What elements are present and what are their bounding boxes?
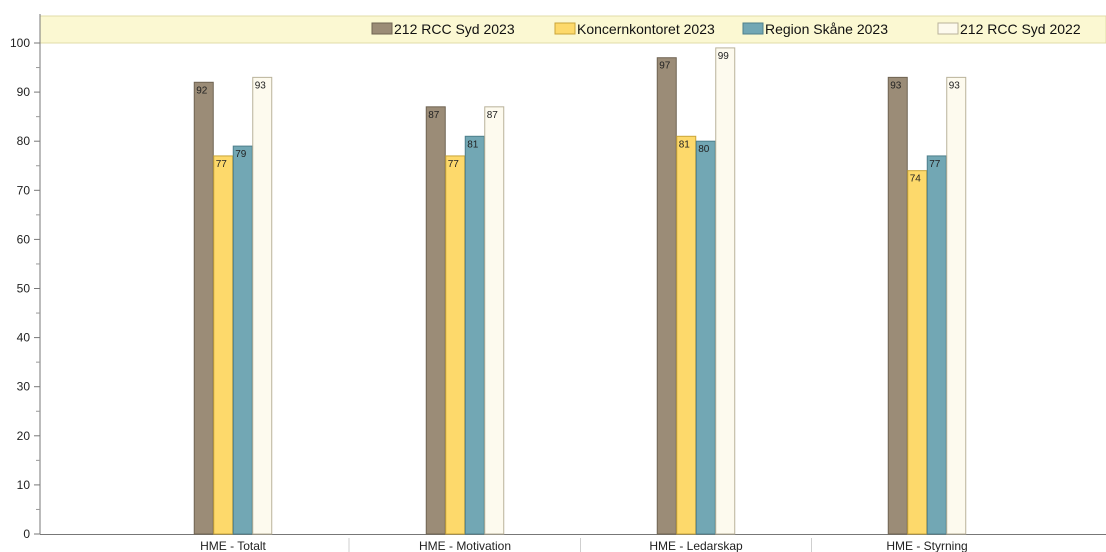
x-tick-label: HME - Totalt	[200, 539, 266, 552]
bar-value-label: 77	[448, 159, 460, 170]
bar-value-label: 93	[949, 80, 961, 91]
bar-4-4	[946, 76, 967, 535]
legend-label-1: 212 RCC Syd 2023	[394, 21, 515, 37]
bar-value-label: 97	[659, 61, 671, 72]
bar-1-1	[193, 81, 214, 535]
bar-4-3	[715, 47, 736, 535]
y-tick-label: 50	[17, 282, 31, 296]
y-tick-label: 70	[17, 183, 31, 197]
bar-2-3	[676, 135, 697, 535]
bar-3-1	[232, 145, 253, 535]
bar-value-label: 87	[428, 110, 440, 121]
legend-swatch-2	[554, 22, 576, 35]
bar-1-3	[656, 57, 677, 535]
bar-2-1	[213, 155, 234, 535]
y-tick-label: 80	[17, 134, 31, 148]
bar-4-1	[252, 76, 273, 535]
legend-label-3: Region Skåne 2023	[765, 21, 888, 37]
bar-1-4	[887, 76, 908, 535]
bar-3-4	[926, 155, 947, 535]
y-tick-label: 0	[23, 527, 30, 541]
bar-3-3	[695, 140, 716, 535]
legend-label-4: 212 RCC Syd 2022	[960, 21, 1081, 37]
y-tick-label: 100	[10, 36, 30, 50]
x-tick-label: HME - Ledarskap	[649, 539, 743, 552]
x-tick-label: HME - Motivation	[419, 539, 511, 552]
bar-value-label: 81	[467, 139, 479, 150]
legend-swatch-3	[742, 22, 764, 35]
bar-1-2	[425, 106, 446, 535]
bar-value-label: 79	[235, 149, 247, 160]
bar-4-2	[484, 106, 505, 535]
bar-value-label: 81	[679, 139, 691, 150]
bar-value-label: 99	[718, 51, 730, 62]
bar-3-2	[464, 135, 485, 535]
bar-value-label: 93	[255, 80, 267, 91]
bar-value-label: 74	[910, 174, 922, 185]
y-tick-label: 90	[17, 85, 31, 99]
bar-value-label: 77	[929, 159, 941, 170]
legend-swatch-1	[371, 22, 393, 35]
y-tick-label: 10	[17, 478, 31, 492]
bar-2-4	[907, 170, 928, 535]
y-tick-label: 40	[17, 331, 31, 345]
bar-value-label: 80	[698, 144, 710, 155]
y-tick-label: 20	[17, 429, 31, 443]
bar-value-label: 92	[196, 85, 208, 96]
y-tick-label: 60	[17, 232, 31, 246]
legend-swatch-4	[937, 22, 959, 35]
legend-label-2: Koncernkontoret 2023	[577, 21, 715, 37]
x-tick-label: HME - Styrning	[886, 539, 967, 552]
y-tick-label: 30	[17, 380, 31, 394]
bar-value-label: 87	[487, 110, 499, 121]
bar-2-2	[445, 155, 466, 535]
bar-value-label: 77	[216, 159, 228, 170]
bar-value-label: 93	[890, 80, 902, 91]
